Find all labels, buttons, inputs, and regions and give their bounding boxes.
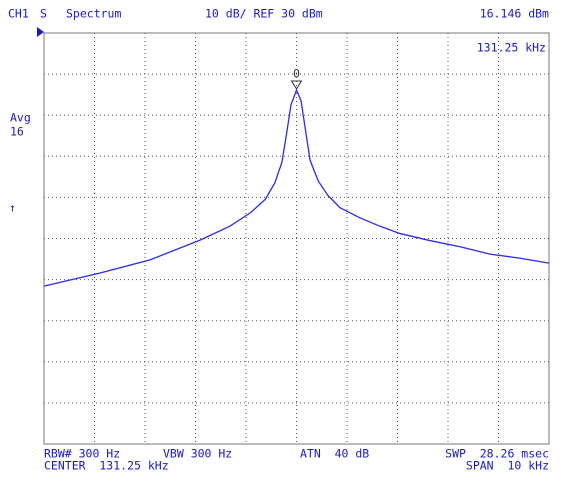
atn: ATN 40 dB xyxy=(300,447,369,461)
center: CENTER 131.25 kHz xyxy=(44,459,169,473)
scale: 10 dB/ REF 30 dBm xyxy=(205,7,323,21)
avg-label: Avg xyxy=(10,111,31,125)
plot: 0 xyxy=(43,32,550,445)
marker xyxy=(290,80,303,90)
ref-arrow: ↑ xyxy=(9,201,16,215)
span: SPAN 10 kHz xyxy=(466,459,549,473)
rbw: RBW# 300 Hz xyxy=(44,447,120,461)
vbw: VBW 300 Hz xyxy=(163,447,232,461)
plot-frame xyxy=(43,32,550,445)
trace xyxy=(43,88,550,287)
marker-label: 0 xyxy=(293,66,300,80)
channel: CH1 xyxy=(8,7,29,21)
mode: Spectrum xyxy=(66,7,121,21)
ref-pointer xyxy=(37,27,44,37)
avg-count: 16 xyxy=(10,125,24,139)
status: S xyxy=(40,7,47,21)
swp: SWP 28.26 msec xyxy=(445,447,549,461)
marker-level: 16.146 dBm xyxy=(480,7,549,21)
marker-freq: 131.25 kHz xyxy=(477,41,546,55)
